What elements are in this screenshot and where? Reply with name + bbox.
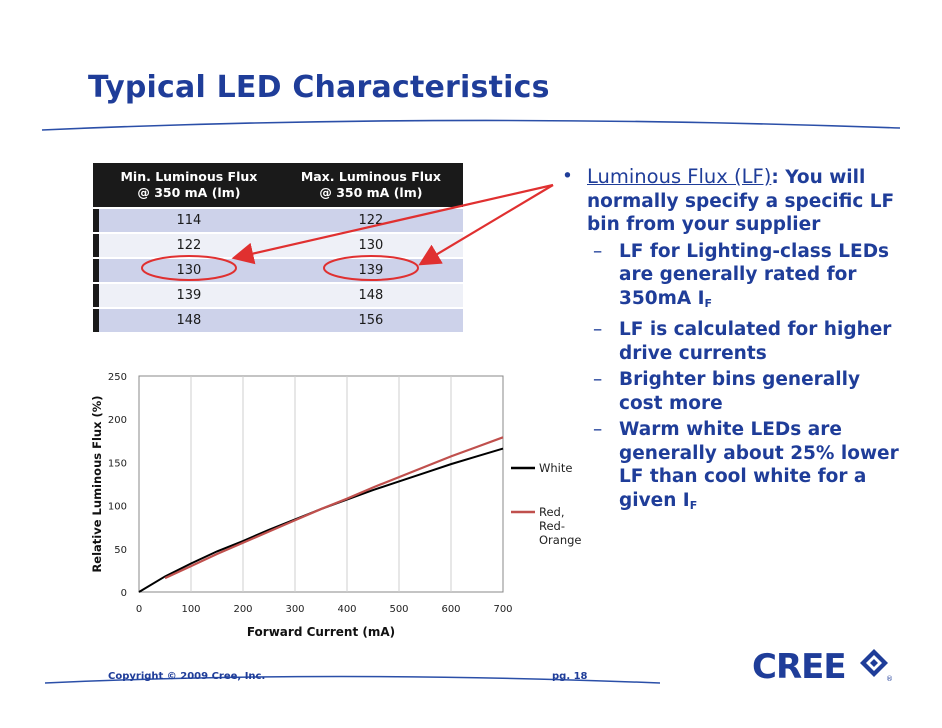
x-tick-label: 0 (136, 604, 142, 615)
table-header-min: Min. Luminous Flux @ 350 mA (lm) (99, 163, 279, 208)
legend-label-red: Red, Red-Orange (539, 505, 582, 547)
logo-text: CREE (752, 647, 846, 685)
table-header-max: Max. Luminous Flux @ 350 mA (lm) (278, 163, 463, 208)
slide-title: Typical LED Characteristics (88, 70, 550, 105)
legend-label-line: Red, (539, 505, 565, 519)
x-tick-label: 700 (493, 604, 512, 615)
table-edge (93, 163, 99, 208)
legend-label-line: Red- (539, 519, 565, 533)
y-tick-label: 250 (108, 372, 127, 383)
x-tick-label: 400 (337, 604, 356, 615)
dash-icon: – (593, 419, 603, 440)
legend-label-line: Orange (539, 533, 582, 547)
table-cell-max: 122 (278, 207, 463, 233)
x-tick-label: 200 (233, 604, 252, 615)
x-axis-label: Forward Current (mA) (247, 625, 395, 639)
table-row: 148 156 (93, 307, 463, 334)
sub-bullet: – LF for Lighting-class LEDs are general… (593, 240, 890, 310)
page-number: pg. 18 (552, 671, 588, 682)
sub-bullet: – Brighter bins generally cost more (593, 369, 860, 414)
annotation-overlay (141, 183, 554, 281)
sub-bullet: – LF is calculated for higher drive curr… (593, 319, 892, 364)
bullet-main: • Luminous Flux (LF): You will normally … (562, 165, 895, 235)
x-tick-label: 100 (181, 604, 200, 615)
table-row: 114 122 (93, 207, 463, 233)
cree-logo: CREE ® (752, 647, 893, 685)
title-underline (41, 119, 901, 131)
circle-min-130 (141, 255, 237, 281)
x-tick-label: 300 (285, 604, 304, 615)
flux-vs-current-chart: 0 100 200 300 400 500 600 700 0 50 100 150 200 250 For… (90, 372, 582, 639)
legend-label-white: White (539, 461, 572, 475)
y-axis-label: Relative Luminous Flux (%) (90, 395, 104, 572)
table-cell-max: 148 (278, 282, 463, 308)
dash-icon: – (593, 240, 603, 262)
table-cell-min: 139 (99, 282, 279, 308)
y-tick-label: 150 (108, 458, 127, 469)
series-line-red (164, 436, 504, 580)
x-tick-label: 500 (389, 604, 408, 615)
y-tick-label: 100 (108, 502, 127, 513)
table-row: 139 148 (93, 282, 463, 308)
bullet-heading: Luminous Flux (LF) (587, 165, 772, 188)
arrow-to-max (418, 184, 554, 266)
circle-max-139 (323, 255, 419, 281)
plot-frame (138, 375, 504, 593)
diamond-icon (860, 649, 888, 677)
dash-icon: – (593, 319, 603, 340)
table-cell-min: 148 (99, 307, 279, 334)
arrow-to-min (231, 183, 554, 265)
registered-mark: ® (886, 675, 893, 683)
y-tick-label: 50 (114, 545, 127, 556)
sub-bullet: – Warm white LEDs are generally about 25… (593, 419, 899, 512)
y-tick-label: 200 (108, 415, 127, 426)
bullet-list: • Luminous Flux (LF): You will normally … (560, 165, 900, 517)
copyright-text: Copyright © 2009 Cree, Inc. (108, 671, 266, 682)
dash-icon: – (593, 369, 603, 390)
bullet-main-text: You will normally specify a specific LF … (587, 167, 895, 235)
table-cell-min: 114 (99, 207, 279, 233)
x-tick-label: 600 (441, 604, 460, 615)
bullet-dot-icon: • (562, 166, 573, 187)
y-tick-label: 0 (121, 588, 127, 599)
table-cell-max: 156 (278, 307, 463, 334)
